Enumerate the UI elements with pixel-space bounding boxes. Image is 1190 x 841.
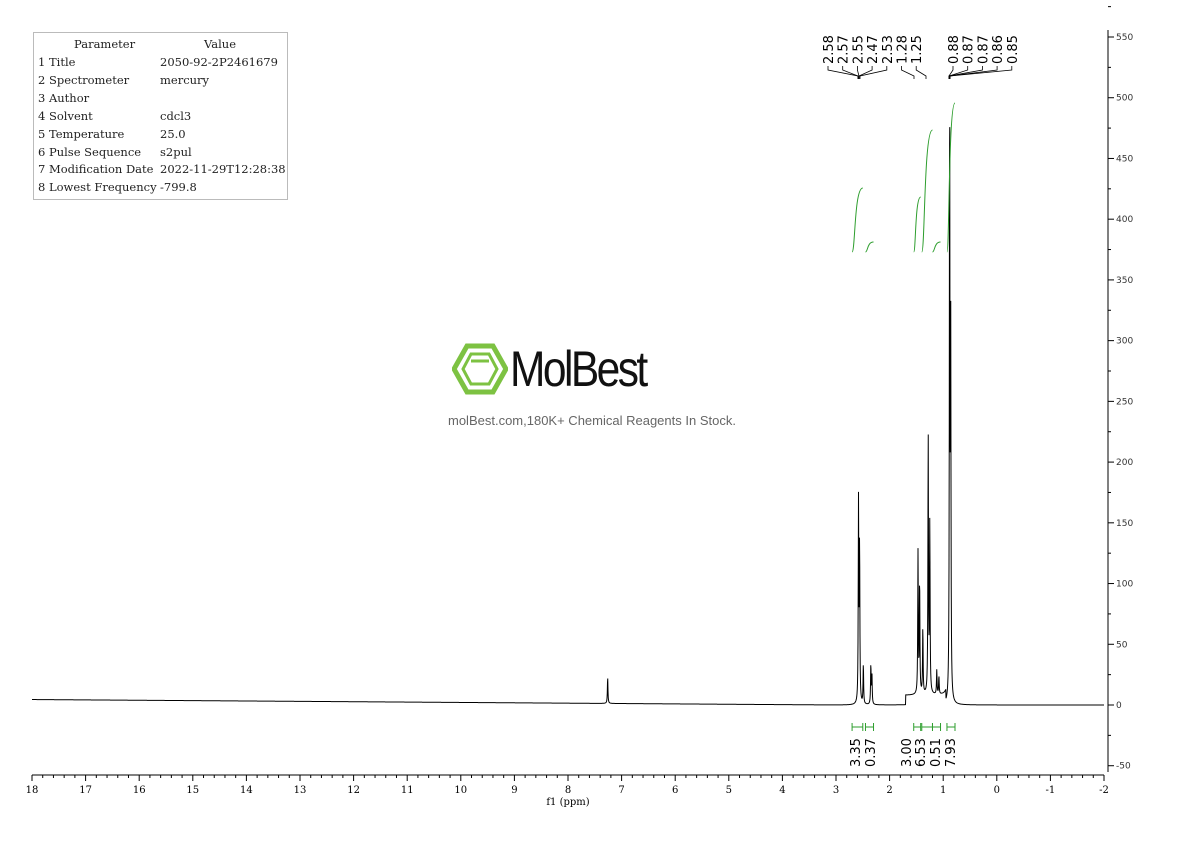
integral-value: 3.00 xyxy=(900,738,915,767)
watermark-brand: MolBest xyxy=(510,341,648,397)
parameter-table: Parameter Value 1 Title 2050-92-2P2461679… xyxy=(33,32,288,200)
param-name: 8 Lowest Frequency xyxy=(38,180,157,195)
integral-curve xyxy=(913,196,922,253)
param-name: 5 Temperature xyxy=(38,126,125,141)
y-tick-label: 50 xyxy=(1116,640,1128,650)
x-tick-label: 3 xyxy=(833,785,839,796)
integral-value: 3.35 xyxy=(849,738,864,767)
peak-label-leader xyxy=(858,66,873,79)
x-tick-label: 12 xyxy=(347,785,360,796)
x-tick-label: 5 xyxy=(726,785,732,796)
y-tick-label: 500 xyxy=(1116,94,1133,104)
spectrum-line xyxy=(31,127,1104,706)
x-axis-label: f1 (ppm) xyxy=(546,797,589,808)
x-tick-label: 17 xyxy=(79,785,92,796)
peak-label: 1.28 xyxy=(896,35,911,64)
y-tick-label: 400 xyxy=(1116,215,1133,225)
param-name: 1 Title xyxy=(38,55,76,69)
peak-label-leader xyxy=(948,66,983,79)
peak-label: 0.88 xyxy=(947,35,962,64)
peak-label: 0.86 xyxy=(991,35,1006,64)
x-tick-label: 13 xyxy=(294,785,307,796)
param-name: 6 Pulse Sequence xyxy=(38,144,142,159)
param-name: 2 Spectrometer xyxy=(38,72,130,87)
param-header: Parameter xyxy=(74,37,136,51)
integral-value: 6.53 xyxy=(914,738,929,767)
peak-label: 2.47 xyxy=(866,35,881,64)
x-tick-label: -1 xyxy=(1046,785,1056,796)
integral-curve xyxy=(946,102,956,253)
peak-label-leader xyxy=(842,66,859,79)
x-tick-label: 14 xyxy=(240,785,253,796)
y-tick-label: 200 xyxy=(1116,458,1133,468)
integral-value: 0.51 xyxy=(929,738,944,767)
peak-label-leader xyxy=(901,66,915,79)
integral-curve xyxy=(851,187,864,253)
y-tick-label: -50 xyxy=(1116,762,1131,772)
x-tick-label: 11 xyxy=(401,785,414,796)
param-value: 2050-92-2P2461679 xyxy=(160,55,278,69)
param-name: 3 Author xyxy=(38,90,90,105)
param-value: 25.0 xyxy=(160,126,186,141)
peak-label: 2.53 xyxy=(881,35,896,64)
param-value: -799.8 xyxy=(160,180,197,195)
integral-curve xyxy=(865,241,874,253)
param-name: 4 Solvent xyxy=(38,108,93,123)
param-value: s2pul xyxy=(160,144,192,159)
watermark-tagline: molBest.com,180K+ Chemical Reagents In S… xyxy=(448,413,736,428)
y-tick-label: 550 xyxy=(1116,33,1133,43)
peak-label-leader xyxy=(859,66,888,79)
x-tick-label: 4 xyxy=(779,785,785,796)
x-tick-label: 18 xyxy=(26,785,39,796)
peak-label: 2.58 xyxy=(822,35,837,64)
peak-label-leader xyxy=(949,66,1013,79)
y-tick-label: 450 xyxy=(1116,154,1133,164)
x-tick-label: 16 xyxy=(133,785,146,796)
x-tick-label: 0 xyxy=(994,785,1000,796)
peak-label: 2.55 xyxy=(851,35,866,64)
x-tick-label: 7 xyxy=(618,785,624,796)
x-tick-label: 8 xyxy=(565,785,571,796)
y-tick-label: 150 xyxy=(1116,519,1133,529)
peak-label: 0.87 xyxy=(976,35,991,64)
x-tick-label: 15 xyxy=(186,785,199,796)
integral-value: 0.37 xyxy=(864,738,879,767)
param-name: 7 Modification Date xyxy=(38,162,154,177)
x-tick-label: 10 xyxy=(454,785,467,796)
x-tick-label: -2 xyxy=(1099,785,1109,796)
integral-curve xyxy=(932,241,941,253)
x-tick-label: 1 xyxy=(940,785,946,796)
peak-label: 2.57 xyxy=(837,35,852,64)
peak-label-leader xyxy=(915,66,927,79)
molbest-logo-icon xyxy=(452,343,508,395)
y-tick-label: 300 xyxy=(1116,337,1133,347)
peak-label: 0.87 xyxy=(962,35,977,64)
x-tick-label: 2 xyxy=(886,785,892,796)
y-tick-label: 250 xyxy=(1116,397,1133,407)
integral-value: 7.93 xyxy=(944,738,959,767)
integral-curve xyxy=(921,129,933,253)
param-value: 2022-11-29T12:28:38 xyxy=(160,162,286,177)
x-tick-label: 9 xyxy=(511,785,517,796)
y-tick-label: 100 xyxy=(1116,580,1133,590)
value-header: Value xyxy=(204,37,236,51)
peak-label: 1.25 xyxy=(910,35,925,64)
x-tick-label: 6 xyxy=(672,785,678,796)
y-tick-label: 350 xyxy=(1116,276,1133,286)
y-tick-label: 0 xyxy=(1116,701,1122,711)
peak-label: 0.85 xyxy=(1006,35,1021,64)
param-value: cdcl3 xyxy=(160,108,192,123)
param-value: mercury xyxy=(160,72,210,87)
